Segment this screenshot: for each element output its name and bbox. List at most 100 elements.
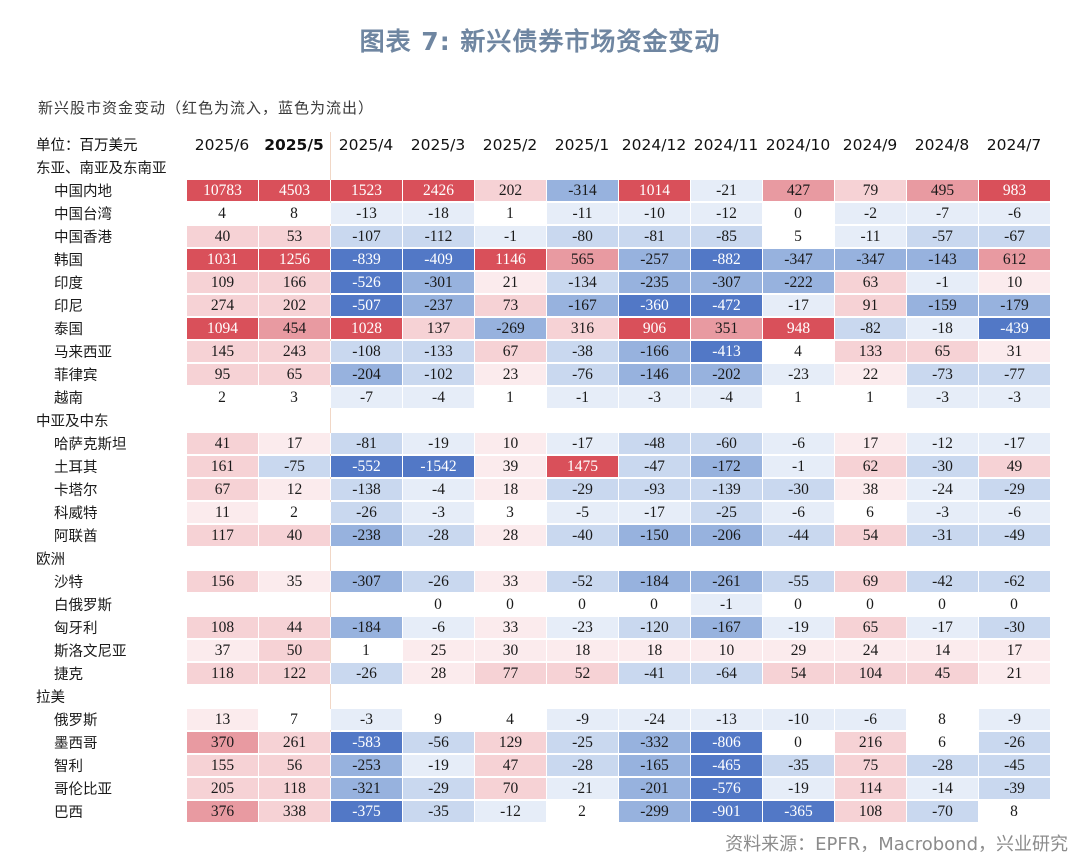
row-label: 沙特: [54, 575, 83, 591]
value-cell: 8: [938, 710, 946, 728]
corner-label: 单位：百万美元: [36, 138, 138, 154]
value-cell: -10: [762, 709, 834, 730]
value-cell: -17: [618, 502, 690, 523]
value-cell: -24: [906, 479, 978, 500]
row-label: 哈萨克斯坦: [54, 437, 127, 453]
value-cell: -11: [834, 226, 906, 247]
value-cell: 118: [186, 663, 258, 684]
table-row: 匈牙利 108 44 -184 -6 33 -23 -120 -167 -19 65 -17 -30: [36, 617, 1050, 638]
value-cell: 316: [546, 318, 618, 339]
value-cell: -7: [330, 387, 402, 408]
value-cell: 495: [906, 180, 978, 201]
value-cell: 8: [1010, 802, 1018, 820]
row-label: 印尼: [54, 299, 83, 315]
value-cell: -7: [906, 203, 978, 224]
value-cell: -882: [690, 249, 762, 270]
value-cell: 63: [834, 272, 906, 293]
value-cell: -139: [690, 479, 762, 500]
value-cell: -6: [978, 502, 1050, 523]
value-cell: 69: [834, 571, 906, 592]
value-cell: 6: [866, 503, 874, 521]
value-cell: -26: [330, 502, 402, 523]
value-cell: -10: [618, 203, 690, 224]
row-label: 捷克: [54, 667, 83, 683]
value-cell: 2: [578, 802, 586, 820]
value-cell: 612: [978, 249, 1050, 270]
value-cell: -166: [618, 341, 690, 362]
value-cell: -29: [402, 778, 474, 799]
value-cell: 1256: [258, 249, 330, 270]
value-cell: 1: [866, 388, 874, 406]
value-cell: 3: [290, 388, 298, 406]
group-label: 拉美: [36, 690, 65, 706]
value-cell: -12: [474, 801, 546, 822]
value-cell: -301: [402, 272, 474, 293]
table-row: 韩国 1031 1256 -839 -409 1146 565 -257 -882 -347 -34…: [36, 249, 1050, 270]
value-cell: -70: [906, 801, 978, 822]
value-cell: -80: [546, 226, 618, 247]
value-cell: -257: [618, 249, 690, 270]
table-row: 科威特 11 2 -26 -3 3 -5 -17 -25 -6 6 -3 -6: [36, 502, 1050, 523]
value-cell: 145: [186, 341, 258, 362]
value-cell: 122: [258, 663, 330, 684]
value-cell: -17: [978, 433, 1050, 454]
value-cell: -62: [978, 571, 1050, 592]
value-cell: -39: [978, 778, 1050, 799]
value-cell: -81: [330, 433, 402, 454]
value-cell: -4: [402, 387, 474, 408]
value-cell: -806: [690, 732, 762, 753]
value-cell: 216: [834, 732, 906, 753]
value-cell: -29: [978, 479, 1050, 500]
value-cell: 129: [474, 732, 546, 753]
value-cell: 24: [834, 640, 906, 661]
column-header: 2025/5: [264, 135, 324, 154]
value-cell: -35: [402, 801, 474, 822]
group-row: 欧洲: [36, 548, 1050, 569]
value-cell: -134: [546, 272, 618, 293]
value-cell: 243: [258, 341, 330, 362]
value-cell: 38: [834, 479, 906, 500]
value-cell: 2: [218, 388, 226, 406]
value-cell: -17: [762, 295, 834, 316]
value-cell: -3: [402, 502, 474, 523]
value-cell: 1523: [330, 180, 402, 201]
row-label: 马来西亚: [54, 345, 112, 361]
value-cell: -17: [546, 433, 618, 454]
value-cell: 108: [186, 617, 258, 638]
value-cell: 6: [938, 733, 946, 751]
value-cell: -201: [618, 778, 690, 799]
value-cell: -413: [690, 341, 762, 362]
value-cell: -172: [690, 456, 762, 477]
row-label: 俄罗斯: [54, 713, 98, 729]
table-row: 哈萨克斯坦 41 17 -81 -19 10 -17 -48 -60 -6 17 -12 -17: [36, 433, 1050, 454]
value-cell: -150: [618, 525, 690, 546]
value-cell: -146: [618, 364, 690, 385]
value-cell: -107: [330, 226, 402, 247]
value-cell: [258, 594, 330, 615]
column-header: 2024/12: [621, 135, 687, 154]
row-label: 土耳其: [54, 460, 98, 476]
column-header: 2024/7: [986, 135, 1042, 154]
value-cell: -85: [690, 226, 762, 247]
value-cell: -307: [330, 571, 402, 592]
value-cell: -13: [330, 203, 402, 224]
value-cell: 39: [474, 456, 546, 477]
row-label: 白俄罗斯: [54, 598, 112, 614]
column-header: 2025/1: [554, 135, 610, 154]
source-note: 资料来源：EPFR，Macrobond，兴业研究: [725, 834, 1068, 855]
column-header: 2024/10: [765, 135, 831, 154]
value-cell: -307: [690, 272, 762, 293]
header-row: 单位：百万美元 2025/6 2025/5 2025/4 2025/3 2025/2 202…: [36, 134, 1050, 155]
row-label: 泰国: [54, 322, 83, 338]
table-subtitle: 新兴股市资金变动（红色为流入，蓝色为流出）: [38, 99, 375, 117]
value-cell: -60: [690, 433, 762, 454]
row-label: 印度: [54, 276, 83, 292]
table-row: 泰国 1094 454 1028 137 -269 316 906 351 948 -82 -18 -4…: [36, 318, 1050, 339]
value-cell: -465: [690, 755, 762, 776]
value-cell: 133: [834, 341, 906, 362]
value-cell: 0: [434, 595, 442, 613]
value-cell: -19: [762, 778, 834, 799]
value-cell: 114: [834, 778, 906, 799]
value-cell: -206: [690, 525, 762, 546]
figure-title: 图表 7: 新兴债券市场资金变动: [359, 27, 721, 56]
